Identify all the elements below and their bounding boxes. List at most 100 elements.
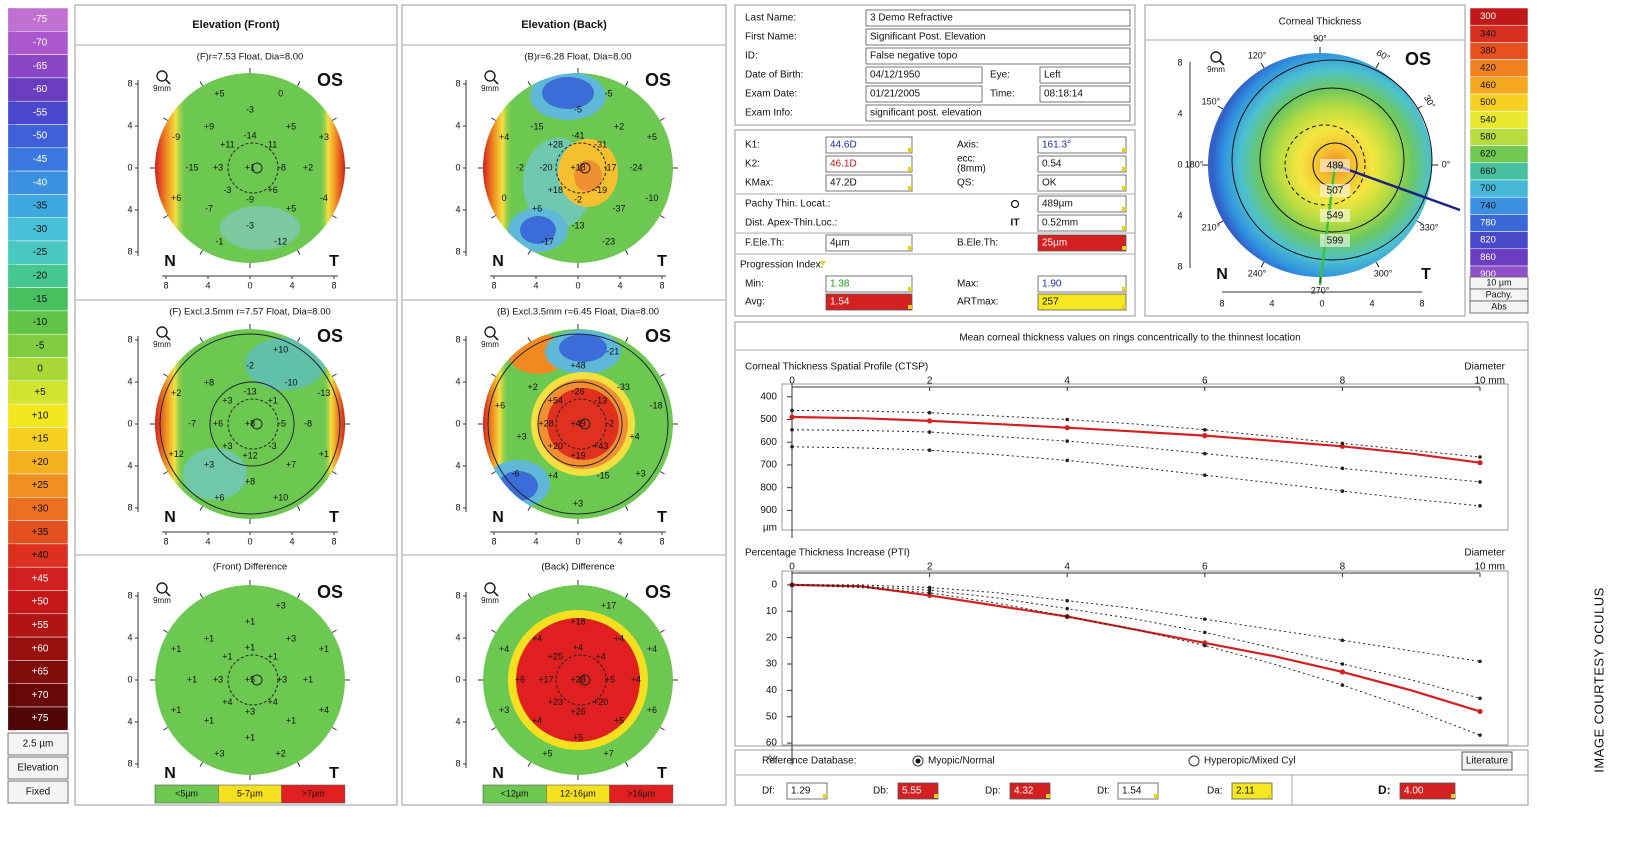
- map-value: +1: [319, 449, 329, 459]
- scale-label: 860: [1480, 252, 1496, 263]
- axis-tick-label: 8: [127, 334, 132, 344]
- scale-cell: [1469, 76, 1529, 95]
- nasal-label: N: [1216, 266, 1228, 283]
- scale-label: 620: [1480, 149, 1496, 160]
- y-tick-label: 30: [766, 659, 778, 670]
- box-shadow: [1122, 148, 1126, 152]
- data-point: [1065, 458, 1069, 463]
- eye-label: OS: [317, 70, 343, 90]
- map-value: +9: [204, 121, 214, 131]
- y-tick-label: 900: [760, 505, 777, 516]
- scale-stripe: [8, 613, 16, 638]
- map-value: -5: [574, 104, 582, 114]
- scale-label: 820: [1480, 235, 1496, 246]
- data-point: [1340, 466, 1345, 471]
- zoom-icon-handle: [493, 335, 499, 341]
- field-box: [1037, 275, 1127, 293]
- temporal-label: T: [657, 765, 667, 782]
- map-value: +3: [573, 498, 583, 508]
- data-point: [1478, 696, 1482, 701]
- rim-tick: [491, 215, 496, 219]
- map-ring: [487, 333, 669, 515]
- field-label: ARTmax:: [957, 297, 999, 308]
- map-zone: [516, 618, 640, 742]
- rim-tick: [491, 629, 496, 633]
- rim-tick: [527, 81, 531, 86]
- field-value: 161.3°: [1042, 140, 1071, 151]
- map-zone: [183, 448, 247, 500]
- map-value: +1: [245, 642, 255, 652]
- field-label: B.Ele.Th:: [957, 238, 998, 249]
- field-box: [1037, 136, 1127, 154]
- field-box: [1037, 293, 1127, 311]
- scale-label: 900: [1480, 269, 1496, 280]
- zoom-icon-handle: [165, 335, 171, 341]
- scale-cell: [1469, 59, 1529, 78]
- map-value: +12: [168, 449, 183, 459]
- scale-setting: [7, 756, 69, 780]
- map-value: +3: [516, 431, 526, 441]
- field-label: K2:: [745, 159, 760, 170]
- scale-setting-label: Elevation: [17, 763, 58, 774]
- map-value: -17: [603, 162, 616, 172]
- field-label: K1:: [745, 140, 760, 151]
- field-value: 0.54: [1042, 159, 1062, 170]
- data-point: [790, 408, 794, 413]
- scale-setting: [1469, 300, 1529, 314]
- field-value: 1.54: [830, 297, 850, 308]
- map-value: -18: [649, 401, 662, 411]
- x-tick-label: 6: [1202, 562, 1208, 573]
- scale-label: -15: [33, 294, 48, 305]
- map-value: +6: [267, 185, 277, 195]
- scale-stripe: [8, 310, 16, 335]
- field-value: Significant Post. Elevation: [870, 32, 986, 43]
- nasal-label: N: [164, 253, 176, 270]
- field-box: [1231, 782, 1273, 800]
- axis-tick-label: 4: [127, 632, 132, 642]
- rim-tick: [625, 593, 629, 598]
- map-value: +1: [171, 644, 181, 654]
- map-value: -3: [246, 104, 254, 114]
- box-shadow: [1046, 794, 1050, 798]
- reference-line: [791, 446, 1481, 507]
- rim-tick: [625, 81, 629, 86]
- map-value: -2: [516, 162, 524, 172]
- eye-label: OS: [645, 70, 671, 90]
- rim-tick: [199, 250, 203, 255]
- box-shadow: [823, 794, 827, 798]
- data-point: [1340, 489, 1345, 493]
- scale-stripe: [8, 683, 16, 707]
- column-header: Elevation (Front): [192, 19, 280, 31]
- data-point: [1339, 443, 1345, 449]
- data-point: [1203, 451, 1207, 456]
- map-value: -21: [606, 346, 619, 356]
- map-value: -9: [246, 194, 254, 204]
- map-value: +1: [303, 674, 313, 684]
- field-box: [865, 66, 983, 84]
- literature-button[interactable]: [1461, 751, 1513, 771]
- axis-tick-label: 4: [455, 204, 460, 214]
- legend-label: >7µm: [302, 788, 325, 798]
- field-value: 1.29: [791, 786, 811, 797]
- nasal-label: N: [164, 765, 176, 782]
- map-value: +3: [286, 633, 296, 643]
- map-value: -8: [304, 418, 312, 428]
- scale-stripe: [8, 543, 16, 568]
- field-label: Exam Date:: [745, 89, 797, 100]
- scale-label: -30: [33, 224, 48, 235]
- map-value: -13: [243, 386, 256, 396]
- map-value: -20: [539, 162, 552, 172]
- axis-tick-label: 8: [127, 78, 132, 88]
- data-point: [1203, 427, 1207, 432]
- scale-cell: [1469, 162, 1529, 181]
- field-value: 04/12/1950: [870, 70, 920, 81]
- patient-line: [791, 583, 1481, 713]
- map-value: +1: [222, 652, 232, 662]
- map-zone: [542, 77, 594, 109]
- radio-label: Hyperopic/Mixed Cyl: [1204, 756, 1296, 767]
- x-tick-label: 0: [789, 376, 795, 387]
- progression-icon: [820, 261, 826, 266]
- scale-stripe: [8, 31, 16, 55]
- scale-label: +20: [32, 457, 49, 468]
- radio-button[interactable]: [1188, 755, 1200, 767]
